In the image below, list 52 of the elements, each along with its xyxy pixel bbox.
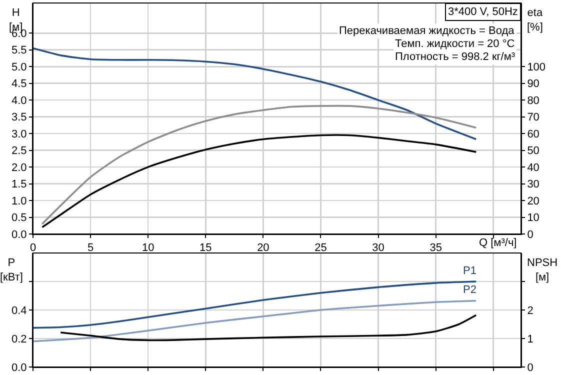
y-tick-label: 2.5 xyxy=(12,145,27,158)
y-tick-label: 0.5 xyxy=(12,212,27,224)
y2-tick-label: 0 xyxy=(527,228,534,241)
x-tick-label: 15 xyxy=(200,242,212,254)
x-tick-label: 0 xyxy=(30,242,36,254)
annotation: Темп. жидкости = 20 °C xyxy=(395,38,515,50)
y2-tick-label: 0 xyxy=(527,362,534,374)
line-series xyxy=(60,314,478,342)
y2-tick-label: 10 xyxy=(527,212,540,224)
y2-tick-label: 80 xyxy=(527,94,540,107)
chart-title: 3*400 V, 50Hz xyxy=(448,6,518,18)
y-tick-label: 1.0 xyxy=(12,195,27,208)
annotation: Плотность = 998.2 кг/м³ xyxy=(395,51,516,63)
y-tick-label: 3.0 xyxy=(12,128,27,140)
y2-tick-label: 50 xyxy=(527,145,540,158)
y-axis-title: P [кВт] xyxy=(0,257,23,284)
series-label: P2 xyxy=(463,284,476,296)
y2-tick-label: 100 xyxy=(527,61,546,74)
y-tick-label: 5.5 xyxy=(12,44,27,57)
x-axis-title: Q [м³/ч] xyxy=(479,237,517,249)
x-tick-label: 35 xyxy=(430,242,442,254)
y-tick-label: 3.5 xyxy=(12,112,27,124)
y2-tick-label: 60 xyxy=(527,128,540,140)
line-series xyxy=(33,300,478,342)
x-tick-label: 20 xyxy=(257,242,270,254)
x-tick-label: 5 xyxy=(87,242,94,254)
y2-tick-label: 2 xyxy=(527,304,534,317)
x-tick-label: 25 xyxy=(314,242,327,254)
x-tick-label: 10 xyxy=(142,242,154,254)
y-tick-label: 0.2 xyxy=(12,333,27,346)
series-label: P1 xyxy=(463,265,476,277)
y-tick-label: 1.5 xyxy=(12,178,27,191)
y-tick-label: 0.0 xyxy=(12,362,27,374)
y2-tick-label: 40 xyxy=(527,162,540,174)
y-tick-label: 5.0 xyxy=(12,61,27,74)
y2-tick-label: 1 xyxy=(527,333,534,346)
y2-axis-title: NPSH [м] xyxy=(527,257,558,284)
y2-tick-label: 30 xyxy=(527,178,540,191)
y2-tick-label: 20 xyxy=(527,195,540,208)
y2-tick-label: 90 xyxy=(527,78,540,90)
y-tick-label: 2.0 xyxy=(12,162,27,174)
annotation: Перекачиваемая жидкость = Вода xyxy=(339,25,516,37)
y2-axis-title: eta [%] xyxy=(527,7,544,34)
y2-tick-label: 70 xyxy=(527,112,540,124)
y-tick-label: 0.4 xyxy=(12,304,27,317)
y-tick-label: 4.5 xyxy=(12,78,27,90)
line-series xyxy=(41,134,478,228)
y-tick-label: 0.0 xyxy=(12,228,27,241)
x-tick-label: 30 xyxy=(372,242,384,254)
y-tick-label: 4.0 xyxy=(12,94,27,107)
line-series xyxy=(33,280,478,329)
line-series xyxy=(41,104,478,225)
